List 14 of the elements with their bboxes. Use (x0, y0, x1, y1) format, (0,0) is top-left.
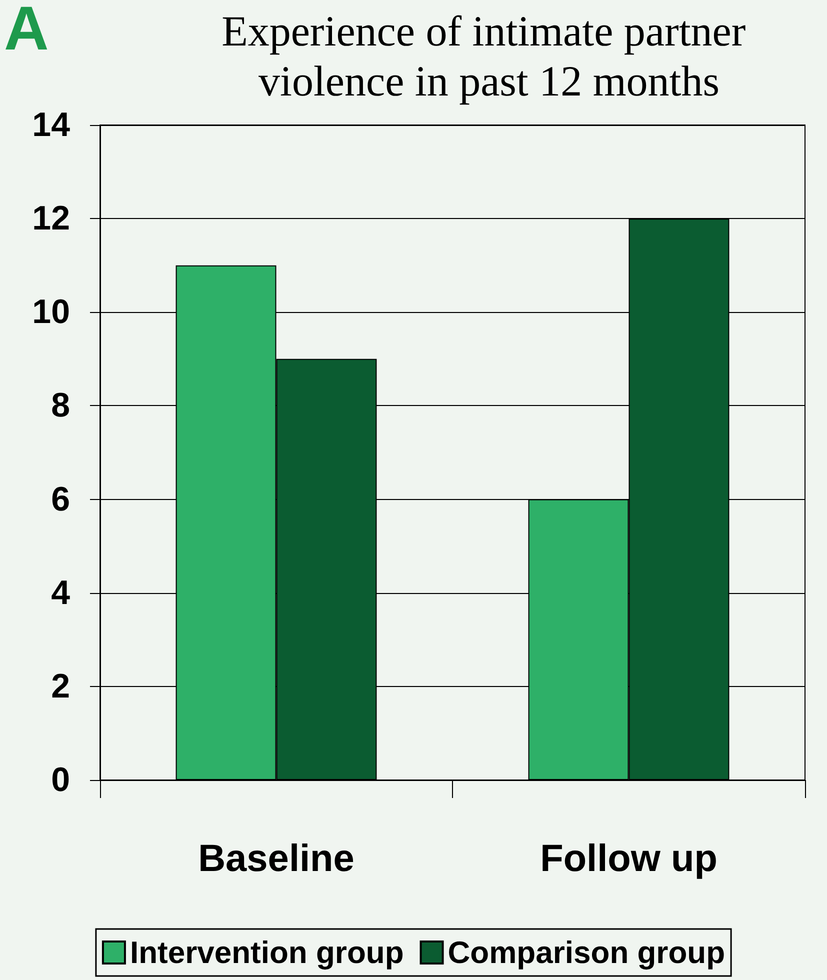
y-tick-label: 2 (51, 667, 70, 706)
x-tick-label: Follow up (540, 838, 718, 880)
legend-label: Intervention group (130, 935, 404, 970)
x-tick-label: Baseline (198, 838, 354, 880)
y-tick-label: 8 (51, 386, 70, 425)
y-tick-label: 14 (32, 106, 70, 144)
y-tick-label: 0 (51, 761, 70, 799)
text: A (4, 0, 49, 64)
y-tick-label: 4 (51, 574, 70, 612)
y-tick-label: 10 (32, 293, 70, 332)
y-tick-label: 6 (51, 480, 70, 518)
legend-label: Comparison group (448, 935, 726, 970)
chart-title: Experience of intimate partner violence in past 12 months (222, 8, 756, 106)
y-tick-label: 12 (32, 200, 70, 238)
